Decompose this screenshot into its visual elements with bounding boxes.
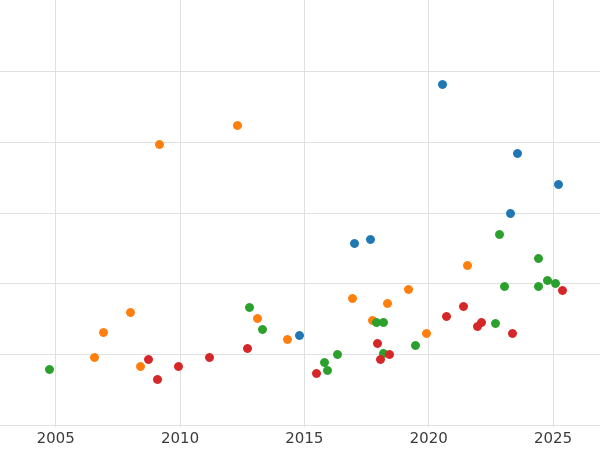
data-point-orange [99,328,109,338]
data-point-green [319,358,329,368]
data-point-red [458,302,468,312]
gridline-vertical [552,0,554,427]
data-point-orange [233,120,243,130]
data-point-green [533,281,543,291]
data-point-blue [438,80,448,90]
data-point-green [378,318,388,328]
gridline-horizontal [0,425,600,427]
data-point-green [499,282,509,292]
data-point-red [144,355,154,365]
data-point-red [311,368,321,378]
data-point-green [543,275,553,285]
data-point-red [441,312,451,321]
gridline-horizontal [0,354,600,356]
x-tick-label: 2020 [409,429,448,447]
data-point-green [44,365,54,375]
data-point-green [379,348,389,358]
data-point-green [372,318,382,328]
gridline-horizontal [0,70,600,72]
data-point-red [507,329,517,339]
data-point-orange [126,308,136,318]
gridline-vertical [179,0,181,427]
x-tick-label: 2010 [160,429,200,447]
data-point-orange [367,316,377,326]
data-point-blue [554,180,563,190]
data-point-green [410,341,420,351]
data-point-blue [295,331,305,341]
data-point-orange [403,285,413,295]
x-tick-label: 2005 [36,429,75,447]
data-point-green [490,319,500,329]
gridline-vertical [303,0,305,427]
data-point-green [323,365,333,375]
data-point-green [257,325,267,335]
data-point-orange [282,334,292,344]
gridline-vertical [55,0,57,427]
data-point-red [243,343,253,353]
data-point-blue [513,148,523,158]
data-point-red [174,361,184,371]
data-point-orange [136,361,146,371]
gridline-vertical [428,0,430,427]
data-point-green [551,279,561,289]
data-point-green [332,349,342,359]
data-point-red [477,318,487,328]
data-point-green [245,302,255,312]
x-tick-label: 2025 [533,429,573,447]
data-point-orange [383,298,393,308]
data-point-red [473,321,483,331]
data-point-red [558,286,568,296]
data-point-orange [422,329,432,339]
data-point-red [384,349,394,359]
data-point-red [153,375,163,385]
data-point-orange [348,293,358,303]
gridline-horizontal [0,212,600,214]
plot-area [0,0,600,427]
data-point-orange [462,260,472,270]
data-point-orange [90,353,100,363]
gridline-horizontal [0,141,600,143]
data-point-orange [253,314,263,324]
data-point-green [533,253,543,263]
data-point-orange [155,139,165,149]
data-point-blue [365,234,375,244]
data-point-red [205,353,215,363]
data-point-red [373,338,383,348]
data-point-red [376,354,386,364]
data-point-green [494,229,504,239]
x-tick-label: 2015 [285,429,324,447]
gridline-horizontal [0,283,600,285]
data-point-blue [349,238,359,248]
data-point-blue [506,209,516,219]
